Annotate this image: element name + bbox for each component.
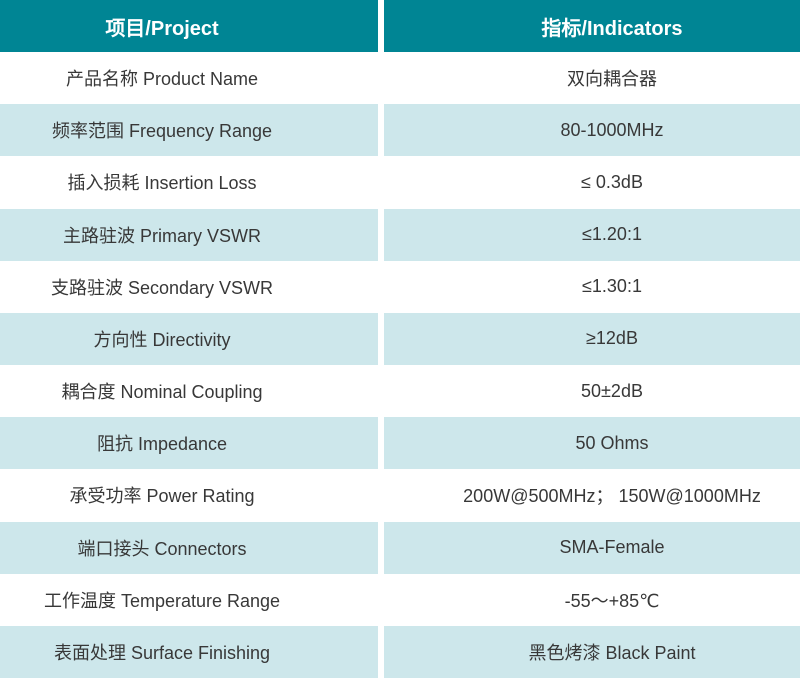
indicator-cell: ≤1.20:1 [378, 208, 800, 261]
table-row: 工作温度 Temperature Range -55～+85℃ [0, 573, 800, 626]
indicator-cell: 200W@500MHz； 150W@1000MHz [378, 469, 800, 522]
indicator-cell: 50 Ohms [378, 417, 800, 470]
table-row: 支路驻波 Secondary VSWR ≤1.30:1 [0, 260, 800, 313]
project-cell: 端口接头 Connectors [77, 538, 247, 559]
project-cell: 工作温度 Temperature Range [43, 590, 281, 611]
table-header: 项目/Project 指标/Indicators [0, 0, 800, 52]
table-row: 承受功率 Power Rating 200W@500MHz； 150W@1000… [0, 469, 800, 522]
project-cell: 表面处理 Surface Finishing [53, 642, 271, 663]
table-row: 表面处理 Surface Finishing 黑色烤漆 Black Paint [0, 625, 800, 678]
indicator-cell: 80-1000MHz [378, 104, 800, 157]
table-row: 频率范围 Frequency Range 80-1000MHz [0, 104, 800, 157]
indicator-cell: SMA-Female [378, 521, 800, 574]
project-cell: 耦合度 Nominal Coupling [61, 382, 263, 403]
project-cell: 支路驻波 Secondary VSWR [50, 277, 274, 298]
table-row: 产品名称 Product Name 双向耦合器 [0, 52, 800, 105]
project-cell: 主路驻波 Primary VSWR [63, 225, 261, 246]
header-project: 项目/Project [105, 17, 219, 40]
indicator-cell: 50±2dB [378, 365, 800, 418]
table-row: 耦合度 Nominal Coupling 50±2dB [0, 365, 800, 418]
project-cell: 产品名称 Product Name [65, 69, 259, 90]
indicator-cell: ≤ 0.3dB [378, 156, 800, 209]
project-cell: 承受功率 Power Rating [69, 486, 255, 507]
header-indicators: 指标/Indicators [378, 0, 800, 52]
project-cell: 阻抗 Impedance [96, 434, 228, 455]
table-row: 方向性 Directivity ≥12dB [0, 312, 800, 366]
table-row: 插入损耗 Insertion Loss ≤ 0.3dB [0, 156, 800, 209]
table-row: 端口接头 Connectors SMA-Female [0, 521, 800, 574]
indicator-cell: 黑色烤漆 Black Paint [378, 625, 800, 678]
table-row: 主路驻波 Primary VSWR ≤1.20:1 [0, 208, 800, 261]
project-cell: 插入损耗 Insertion Loss [67, 173, 257, 194]
indicator-cell: ≤1.30:1 [378, 260, 800, 313]
project-cell: 频率范围 Frequency Range [51, 121, 273, 142]
table-row: 阻抗 Impedance 50 Ohms [0, 417, 800, 470]
indicator-cell: 双向耦合器 [378, 52, 800, 105]
project-cell: 方向性 Directivity [93, 329, 231, 350]
indicator-cell: -55～+85℃ [378, 573, 800, 626]
indicator-cell: ≥12dB [378, 312, 800, 366]
